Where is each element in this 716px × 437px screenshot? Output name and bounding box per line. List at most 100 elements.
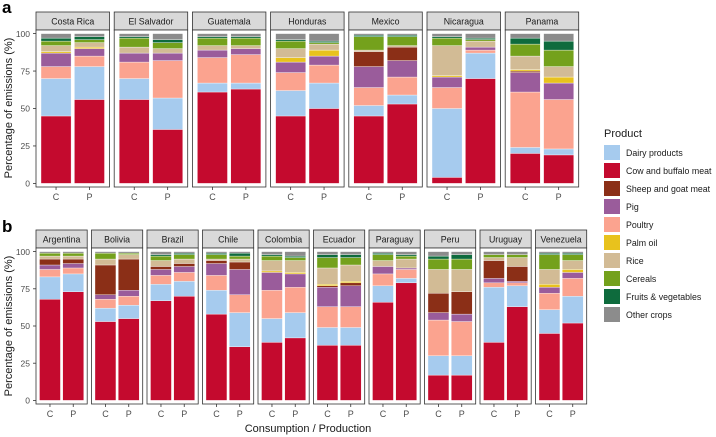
bar-segment-palm-oil xyxy=(538,284,561,288)
bar-segment-sheep-and-goat-meat xyxy=(451,291,473,315)
bar-segment-cereals xyxy=(562,254,584,261)
facet-title: Ecuador xyxy=(323,235,356,245)
legend: Product Dairy products Cow and buffalo me… xyxy=(604,128,712,322)
bar-segment-poultry xyxy=(427,319,450,356)
bar-segment-dairy-products xyxy=(308,82,340,109)
bar-segment-pig xyxy=(74,48,105,57)
bar-segment-dairy-products xyxy=(427,355,450,376)
bar-segment-cow-and-buffalo-meat xyxy=(150,300,172,401)
bar-segment-rice xyxy=(119,46,150,54)
x-tick-label: P xyxy=(399,192,405,202)
bar-segment-poultry xyxy=(173,272,195,282)
bar-segment-cow-and-buffalo-meat xyxy=(316,345,339,401)
legend-key-cow-and-buffalo-meat xyxy=(604,163,620,178)
bar-segment-rice xyxy=(316,267,339,285)
bar-segment-pig xyxy=(353,66,385,88)
bar-segment-fruits-vegetables xyxy=(74,36,105,40)
bar-segment-sheep-and-goat-meat xyxy=(427,293,450,313)
x-tick-label: C xyxy=(269,409,276,419)
bar-segment-cereals xyxy=(150,255,172,261)
bar-segment-dairy-products xyxy=(543,148,574,156)
bar-segment-cereals xyxy=(431,37,463,46)
bar-segment-rice xyxy=(506,257,528,267)
x-tick-label: C xyxy=(158,409,165,419)
bar-segment-sheep-and-goat-meat xyxy=(353,51,385,67)
bar-segment-poultry xyxy=(506,282,528,286)
bar-segment-fruits-vegetables xyxy=(395,254,417,257)
bar-segment-cereals xyxy=(173,254,195,260)
bar-segment-other-crops xyxy=(205,251,228,254)
x-tick-label: C xyxy=(380,409,387,419)
bar-segment-fruits-vegetables xyxy=(152,39,183,43)
bar-segment-fruits-vegetables xyxy=(451,254,473,260)
bar-segment-rice xyxy=(275,48,306,58)
bar-segment-fruits-vegetables xyxy=(387,34,418,37)
bar-segment-cow-and-buffalo-meat xyxy=(74,99,105,184)
bar-segment-other-crops xyxy=(538,251,561,254)
bar-segment-cow-and-buffalo-meat xyxy=(483,342,505,401)
bar-segment-fruits-vegetables xyxy=(119,36,150,39)
bar-segment-poultry xyxy=(451,321,473,356)
x-tick-label: C xyxy=(53,192,60,202)
bar-segment-other-crops xyxy=(562,251,584,254)
bar-segment-dairy-products xyxy=(229,312,251,348)
y-tick-label: 0 xyxy=(25,396,30,406)
bar-segment-rice xyxy=(510,55,541,70)
bar-segment-rice xyxy=(74,42,105,48)
bar-segment-rice xyxy=(340,264,362,282)
x-tick-label: P xyxy=(237,409,243,419)
panel-label-a: a xyxy=(2,0,12,17)
bar-segment-pig xyxy=(451,313,473,322)
x-tick-label: P xyxy=(126,409,132,419)
legend-label-dairy-products: Dairy products xyxy=(626,148,683,158)
bar-segment-dairy-products xyxy=(119,78,150,100)
bar-segment-cereals xyxy=(451,258,473,270)
facet-nicaragua: Nicaragua C P xyxy=(426,11,501,202)
bar-segment-poultry xyxy=(94,299,117,309)
bar-segment-poultry xyxy=(284,287,306,313)
bar-segment-cow-and-buffalo-meat xyxy=(538,333,561,401)
facet-title: Argentina xyxy=(43,235,81,245)
x-tick-label: P xyxy=(477,192,483,202)
bar-segment-dairy-products xyxy=(152,97,183,130)
bar-segment-fruits-vegetables xyxy=(284,255,306,258)
bar-segment-fruits-vegetables xyxy=(197,36,228,39)
bar-segment-pig xyxy=(538,287,561,294)
bar-segment-dairy-products xyxy=(451,355,473,376)
y-tick-label: 50 xyxy=(21,104,31,114)
legend-key-sheep-and-goat-meat xyxy=(604,181,620,196)
x-tick-label: C xyxy=(444,192,451,202)
bar-segment-other-crops xyxy=(173,251,195,254)
bar-segment-palm-oil xyxy=(308,49,340,57)
bar-segment-pig xyxy=(261,272,283,291)
bar-segment-dairy-products xyxy=(39,276,61,300)
axes-text-layer: Percentage of emissions (%) Percentage o… xyxy=(3,38,371,435)
bar-segment-rice xyxy=(308,43,340,51)
y-tick-label: 50 xyxy=(21,321,31,331)
bar-segment-cereals xyxy=(506,254,528,258)
bar-segment-dairy-products xyxy=(562,296,584,324)
bar-segment-sheep-and-goat-meat xyxy=(340,282,362,286)
bar-segment-dairy-products xyxy=(506,285,528,307)
bar-segment-pig xyxy=(465,46,496,51)
bar-segment-pig xyxy=(40,52,72,67)
bar-segment-poultry xyxy=(562,278,584,297)
facet-chile: Chile C P xyxy=(202,229,255,419)
x-tick-label: P xyxy=(165,192,171,202)
bar-segment-other-crops xyxy=(543,33,574,42)
bar-segment-fruits-vegetables xyxy=(427,255,450,260)
bar-segment-palm-oil xyxy=(562,269,584,273)
bar-segment-cow-and-buffalo-meat xyxy=(562,322,584,401)
facet-honduras: Honduras C P xyxy=(270,11,345,202)
bar-segment-cereals xyxy=(353,36,385,51)
legend-label-sheep-and-goat-meat: Sheep and goat meat xyxy=(626,184,711,194)
bar-segment-palm-oil xyxy=(74,46,105,49)
y-tick-label: 75 xyxy=(21,66,31,76)
bar-segment-palm-oil xyxy=(261,270,283,273)
bar-segment-cereals xyxy=(94,252,117,260)
legend-label-fruits-vegetables: Fruits & vegetables xyxy=(626,292,702,302)
bar-segment-sheep-and-goat-meat xyxy=(229,261,251,270)
bar-segment-cereals xyxy=(261,255,283,261)
bar-segment-fruits-vegetables xyxy=(229,252,251,257)
x-axis-title: Consumption / Production xyxy=(245,423,372,435)
